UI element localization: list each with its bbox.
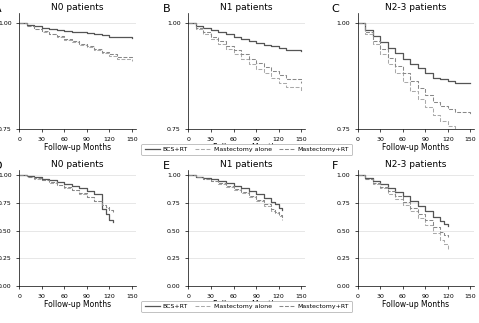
Text: B: B <box>163 4 171 14</box>
Text: A: A <box>0 4 1 14</box>
X-axis label: Follow-up Months: Follow-up Months <box>382 300 449 309</box>
Text: C: C <box>332 4 340 14</box>
Title: N0 patients: N0 patients <box>51 3 104 12</box>
Title: N2-3 patients: N2-3 patients <box>385 160 446 169</box>
Title: N1 patients: N1 patients <box>220 3 273 12</box>
Title: N0 patients: N0 patients <box>51 160 104 169</box>
X-axis label: Follow-up Months: Follow-up Months <box>213 143 280 152</box>
Text: D: D <box>0 161 2 171</box>
X-axis label: Follow-up Months: Follow-up Months <box>44 300 111 309</box>
Text: F: F <box>332 161 338 171</box>
Title: N2-3 patients: N2-3 patients <box>385 3 446 12</box>
X-axis label: Follow-up Months: Follow-up Months <box>213 300 280 309</box>
X-axis label: Follow-up Months: Follow-up Months <box>382 143 449 152</box>
Title: N1 patients: N1 patients <box>220 160 273 169</box>
Legend: BCS+RT, Mastectomy alone, Mastectomy+RT: BCS+RT, Mastectomy alone, Mastectomy+RT <box>141 144 352 155</box>
Text: E: E <box>163 161 170 171</box>
X-axis label: Follow-up Months: Follow-up Months <box>44 143 111 152</box>
Legend: BCS+RT, Mastectomy alone, Mastectomy+RT: BCS+RT, Mastectomy alone, Mastectomy+RT <box>141 301 352 312</box>
